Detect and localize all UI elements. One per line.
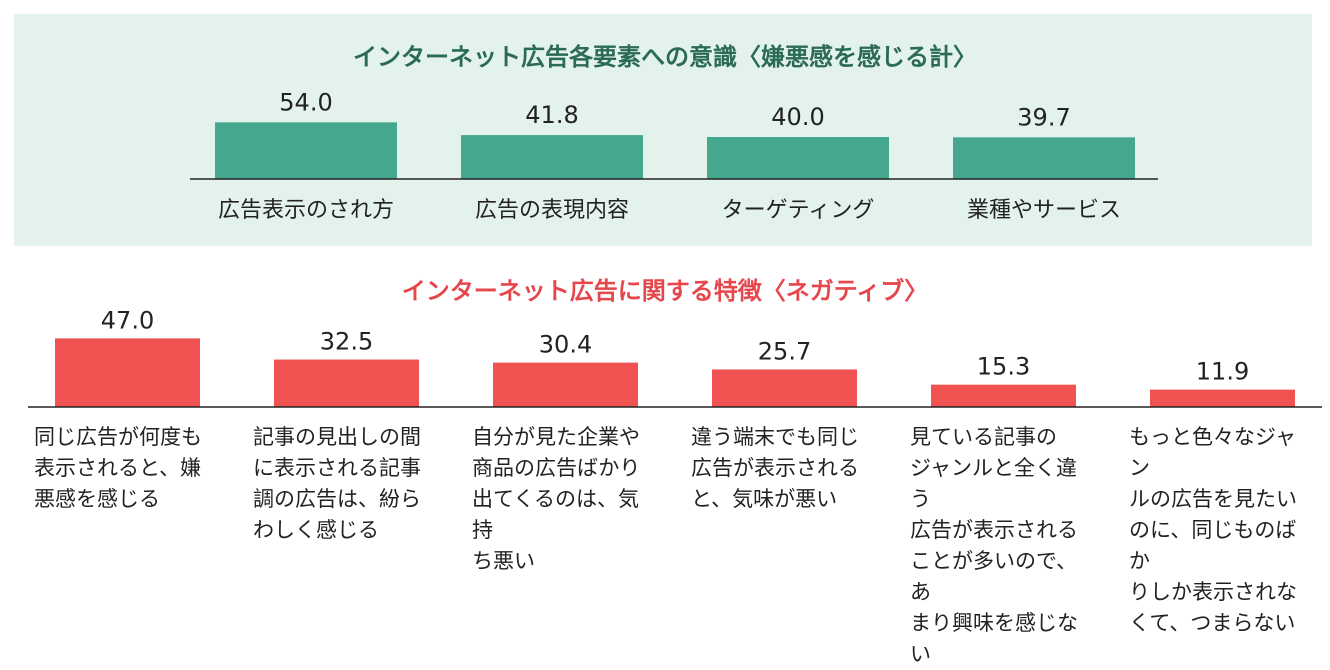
- bottom-value-label-4: 15.3: [977, 353, 1030, 381]
- bottom-bar-2: [493, 362, 638, 407]
- bottom-category-label-2: 自分が見た企業や 商品の広告ばかり 出てくるのは、気持 ち悪い: [472, 425, 641, 573]
- bottom-chart-title: インターネット広告に関する特徴〈ネガティブ〉: [401, 277, 929, 305]
- bottom-category-label-5: もっと色々なジャン ルの広告を見たい のに、同じものばか りしか表示されな くて…: [1129, 425, 1297, 635]
- bottom-value-label-3: 25.7: [758, 337, 811, 365]
- bottom-chart-plot: 47.0 32.5 30.4 25.7 15.3 11.9: [28, 306, 1322, 408]
- top-bar-1: [461, 135, 643, 179]
- top-category-label-2: ターゲティング: [722, 198, 875, 223]
- top-chart-title: インターネット広告各要素への意識〈嫌悪感を感じる計〉: [353, 43, 977, 71]
- top-category-label-3: 業種やサービス: [967, 198, 1121, 223]
- bottom-value-label-0: 47.0: [101, 306, 154, 334]
- top-bar-2: [707, 137, 889, 179]
- bottom-category-label-0: 同じ広告が何度も 表示されると、嫌 悪感を感じる: [34, 425, 202, 511]
- bottom-category-label-1: 記事の見出しの間 に表示される記事 調の広告は、紛ら わしく感じる: [253, 425, 421, 542]
- top-value-label-1: 41.8: [525, 101, 578, 129]
- bottom-category-label-4: 見ている記事の ジャンルと全く違う 広告が表示される ことが多いので、あ まり興…: [910, 425, 1078, 666]
- bottom-category-label-3: 違う端末でも同じ 広告が表示される と、気味が悪い: [691, 425, 859, 511]
- top-category-label-0: 広告表示のされ方: [218, 198, 394, 223]
- bottom-value-label-5: 11.9: [1196, 358, 1249, 386]
- top-bar-3: [953, 137, 1135, 179]
- top-bar-0: [215, 122, 397, 179]
- bottom-bar-0: [55, 338, 200, 407]
- top-chart-plot: 54.0 広告表示のされ方 41.8 広告の表現内容 40.0 ターゲティング 39.7 業種…: [190, 88, 1158, 223]
- bottom-value-label-1: 32.5: [320, 328, 373, 356]
- bottom-bar-4: [931, 384, 1076, 407]
- bottom-bar-5: [1150, 389, 1295, 407]
- top-value-label-2: 40.0: [771, 103, 824, 131]
- bottom-bar-3: [712, 369, 857, 407]
- top-category-label-1: 広告の表現内容: [475, 198, 629, 223]
- top-value-label-0: 54.0: [279, 88, 332, 116]
- bottom-value-label-2: 30.4: [539, 331, 592, 359]
- bottom-bar-1: [274, 359, 419, 407]
- top-value-label-3: 39.7: [1017, 103, 1070, 131]
